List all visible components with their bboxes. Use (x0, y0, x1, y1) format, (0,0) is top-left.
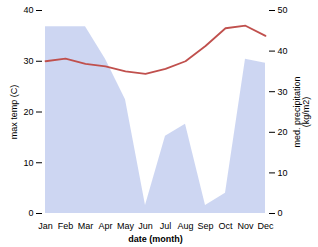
svg-text:Apr: Apr (98, 221, 112, 231)
svg-text:Aug: Aug (177, 221, 193, 231)
svg-text:40: 40 (23, 5, 33, 15)
svg-text:0: 0 (278, 208, 283, 218)
svg-text:10: 10 (23, 158, 33, 168)
svg-text:Jan: Jan (38, 221, 53, 231)
svg-text:10: 10 (278, 168, 288, 178)
svg-text:Oct: Oct (218, 221, 233, 231)
svg-text:Dec: Dec (257, 221, 274, 231)
svg-text:Jun: Jun (138, 221, 153, 231)
svg-text:20: 20 (23, 107, 33, 117)
svg-text:50: 50 (278, 5, 288, 15)
svg-text:Mar: Mar (78, 221, 94, 231)
svg-text:max temp (C): max temp (C) (9, 85, 19, 140)
svg-text:med. precipitation(kg/m2): med. precipitation(kg/m2) (292, 76, 311, 147)
svg-text:0: 0 (28, 208, 33, 218)
svg-text:May: May (117, 221, 135, 231)
svg-text:40: 40 (278, 46, 288, 56)
svg-text:date (month): date (month) (128, 234, 183, 244)
svg-text:Nov: Nov (237, 221, 254, 231)
svg-text:Feb: Feb (58, 221, 74, 231)
svg-text:Sep: Sep (197, 221, 213, 231)
svg-text:Jul: Jul (160, 221, 172, 231)
svg-text:20: 20 (278, 127, 288, 137)
svg-text:30: 30 (23, 56, 33, 66)
svg-text:30: 30 (278, 87, 288, 97)
